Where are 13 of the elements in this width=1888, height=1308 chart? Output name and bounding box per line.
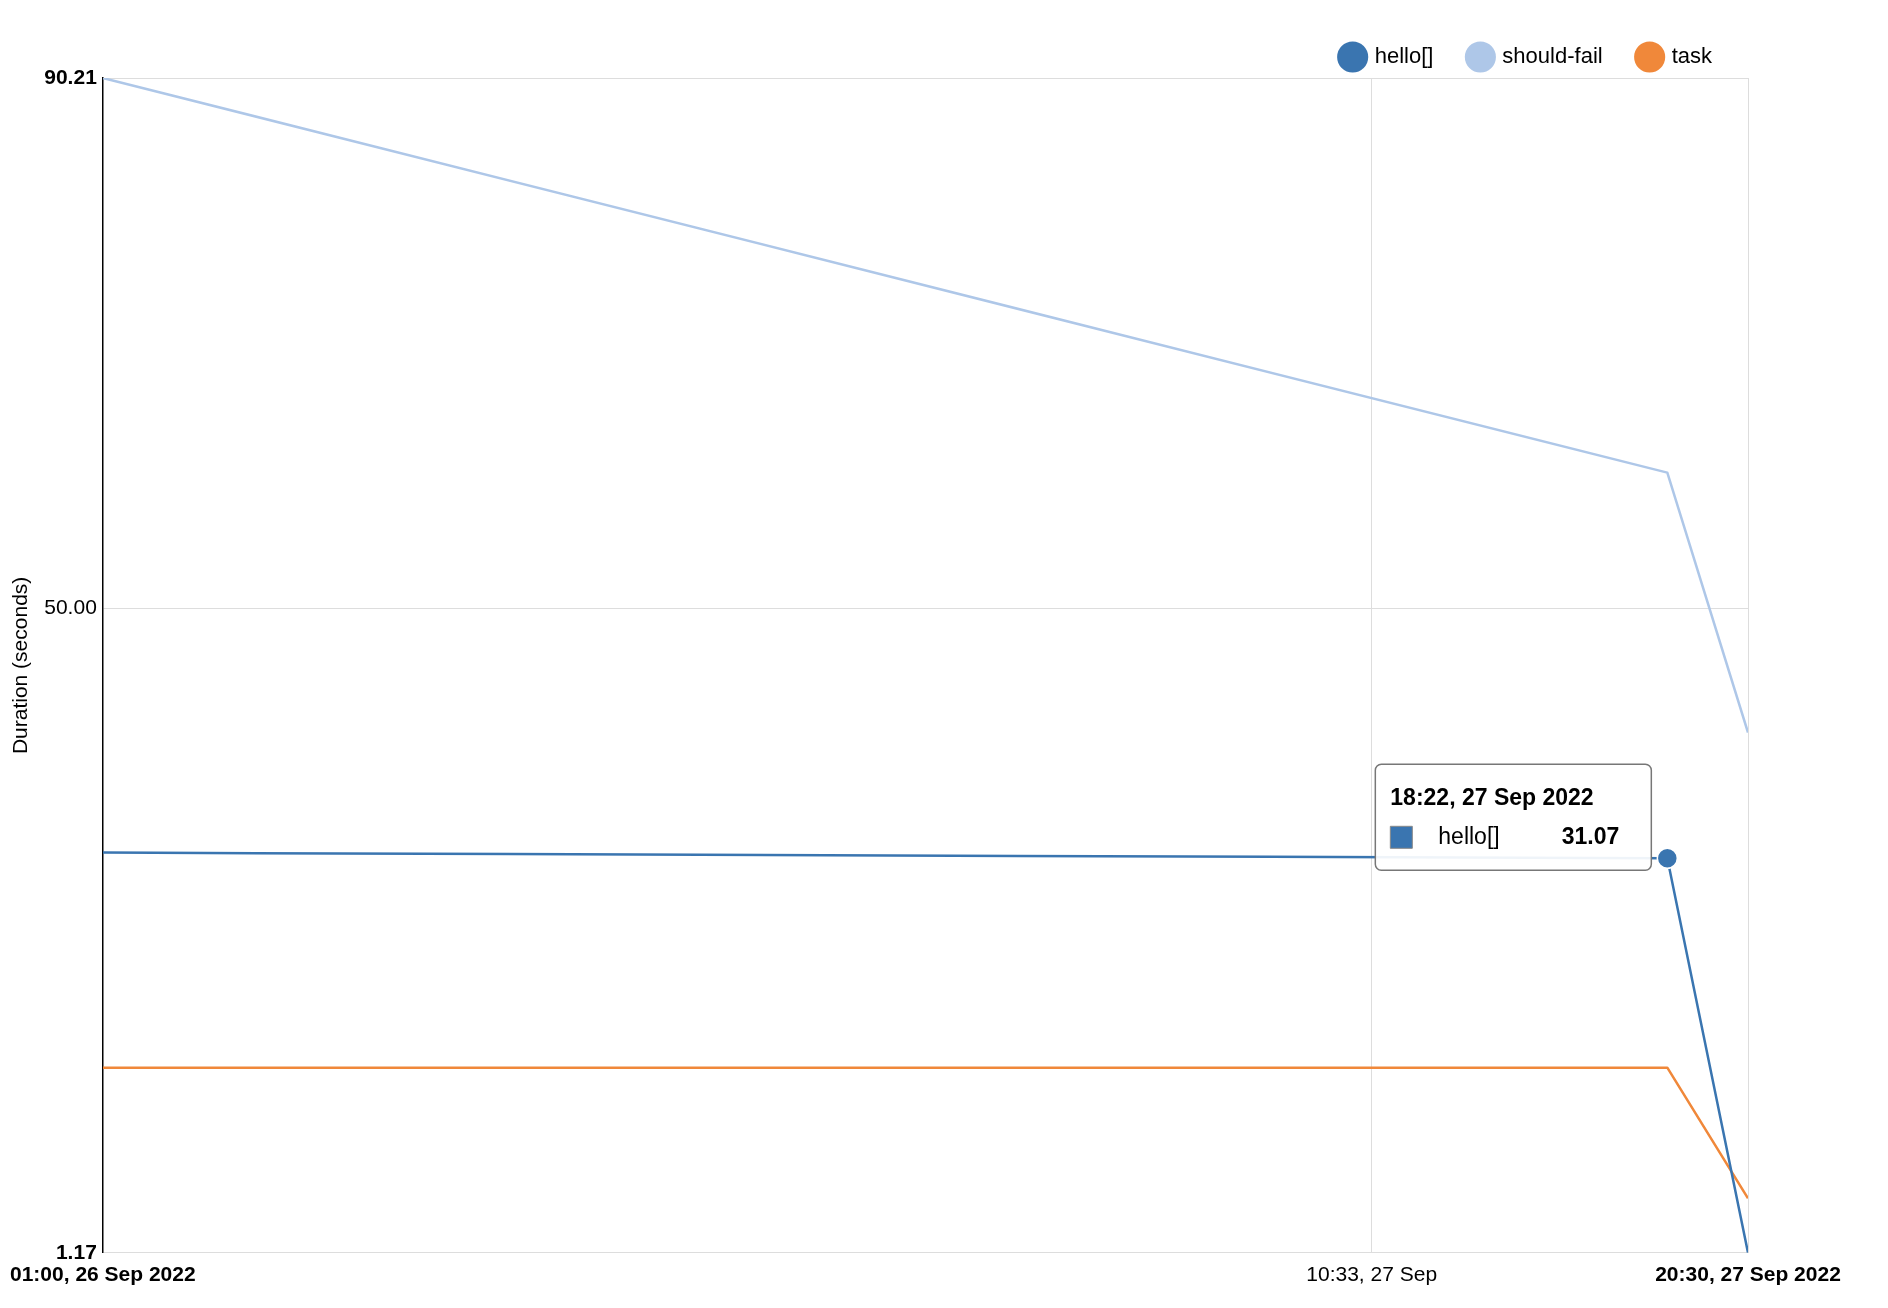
legend-label: hello[] (1438, 822, 1500, 849)
legend-label: should-fail (1502, 43, 1603, 69)
annotation: 18:22, 27 Sep 2022 (1390, 783, 1594, 810)
y-axis-title: Duration (seconds) (8, 576, 32, 755)
y-tick-label: 90.21 (44, 64, 98, 88)
y-tick-label: 50.00 (44, 595, 97, 619)
x-tick-label: 01:00, 26 Sep 2022 (10, 1262, 196, 1286)
y-tick-label: 1.17 (55, 1239, 97, 1263)
data-label: 31.07 (1561, 822, 1620, 849)
text: hello[] (1374, 43, 1434, 69)
x-tick-label: 10:33, 27 Sep (1306, 1262, 1438, 1286)
legend-label: task (1671, 43, 1713, 69)
x-tick-label: 20:30, 27 Sep 2022 (1655, 1262, 1841, 1286)
